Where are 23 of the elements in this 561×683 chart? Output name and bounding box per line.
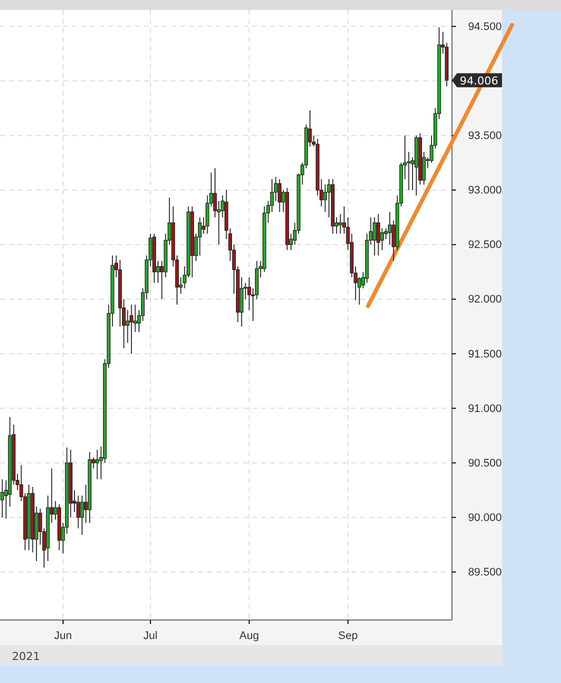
x-tick-label: Jun	[54, 630, 72, 642]
x-tick-label: Aug	[239, 630, 259, 642]
y-tick-label: 93.500	[468, 130, 502, 142]
candlestick	[338, 214, 342, 234]
text: 2021	[12, 650, 40, 663]
candlestick	[130, 304, 134, 354]
y-tick-label: 92.000	[468, 294, 502, 306]
y-tick-label: 90.500	[468, 457, 502, 470]
text: 94.006	[460, 74, 498, 88]
candlestick	[0, 478, 4, 518]
candlestick	[388, 211, 392, 246]
y-tick-label: 92.500	[468, 239, 502, 252]
candlestick	[372, 216, 376, 256]
y-tick-label: 93.000	[468, 184, 502, 197]
y-tick-label: 89.500	[468, 566, 502, 579]
candlestick	[278, 178, 282, 212]
candlestick	[376, 214, 380, 256]
x-tick-label: Sep	[338, 630, 358, 642]
y-tick-label: 91.500	[468, 348, 502, 360]
y-tick-label: 91.000	[468, 402, 502, 415]
y-tick-label: 90.000	[468, 512, 502, 524]
x-tick-label: Jul	[143, 630, 158, 642]
y-tick-label: 94.500	[468, 20, 502, 33]
